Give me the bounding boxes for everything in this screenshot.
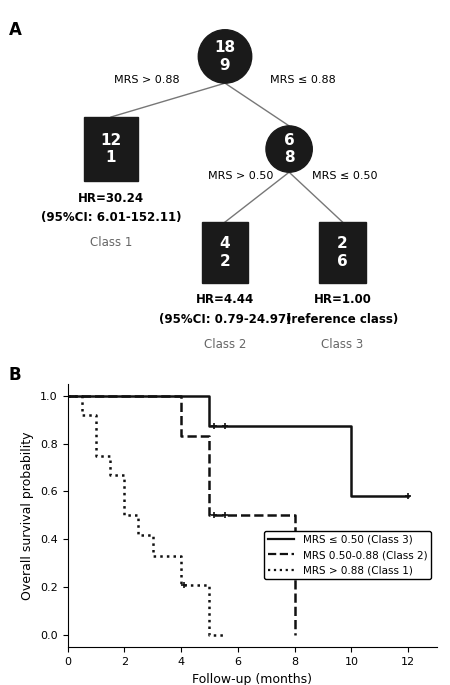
- Text: B: B: [9, 366, 22, 384]
- Text: HR=4.44: HR=4.44: [196, 293, 254, 306]
- Text: Class 1: Class 1: [90, 236, 132, 249]
- Text: MRS ≤ 0.50: MRS ≤ 0.50: [311, 171, 377, 181]
- Text: (95%CI: 6.01-152.11): (95%CI: 6.01-152.11): [41, 212, 181, 225]
- Text: Class 2: Class 2: [204, 338, 246, 351]
- FancyBboxPatch shape: [202, 222, 248, 283]
- Text: (95%CI: 0.79-24.97): (95%CI: 0.79-24.97): [159, 313, 291, 326]
- Text: Class 3: Class 3: [321, 338, 364, 351]
- Circle shape: [266, 126, 312, 172]
- Text: 4
2: 4 2: [220, 236, 230, 269]
- Text: HR=1.00: HR=1.00: [314, 293, 372, 306]
- X-axis label: Follow-up (months): Follow-up (months): [192, 673, 312, 685]
- FancyBboxPatch shape: [320, 222, 366, 283]
- Text: MRS ≤ 0.88: MRS ≤ 0.88: [270, 75, 336, 84]
- Text: 12
1: 12 1: [100, 133, 122, 165]
- FancyBboxPatch shape: [84, 117, 138, 181]
- Text: MRS > 0.88: MRS > 0.88: [114, 75, 180, 84]
- Y-axis label: Overall survival probability: Overall survival probability: [22, 432, 35, 599]
- Text: A: A: [9, 21, 22, 38]
- Text: 2
6: 2 6: [337, 236, 348, 269]
- Text: HR=30.24: HR=30.24: [78, 192, 144, 205]
- Text: MRS > 0.50: MRS > 0.50: [208, 171, 274, 181]
- Circle shape: [198, 29, 252, 83]
- Text: (reference class): (reference class): [286, 313, 399, 326]
- Text: 18
9: 18 9: [215, 40, 235, 73]
- Legend: MRS ≤ 0.50 (Class 3), MRS 0.50-0.88 (Class 2), MRS > 0.88 (Class 1): MRS ≤ 0.50 (Class 3), MRS 0.50-0.88 (Cla…: [264, 531, 431, 580]
- Text: 6
8: 6 8: [284, 133, 294, 165]
